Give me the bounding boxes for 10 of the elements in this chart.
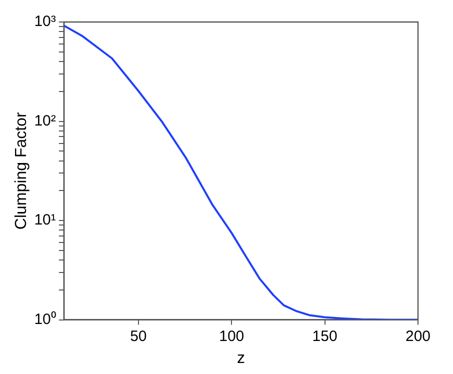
- x-tick-label: 50: [130, 328, 147, 345]
- y-tick-label: 10³: [34, 13, 56, 30]
- y-tick-label: 10⁰: [34, 310, 56, 328]
- x-axis-title: z: [236, 350, 245, 367]
- y-tick-label: 10²: [34, 112, 56, 130]
- x-tick-label: 200: [405, 328, 431, 345]
- y-axis-title: Clumping Factor: [13, 112, 30, 230]
- x-tick-label: 100: [219, 328, 244, 345]
- x-tick-label: 150: [312, 328, 338, 345]
- y-tick-label: 10¹: [34, 212, 56, 229]
